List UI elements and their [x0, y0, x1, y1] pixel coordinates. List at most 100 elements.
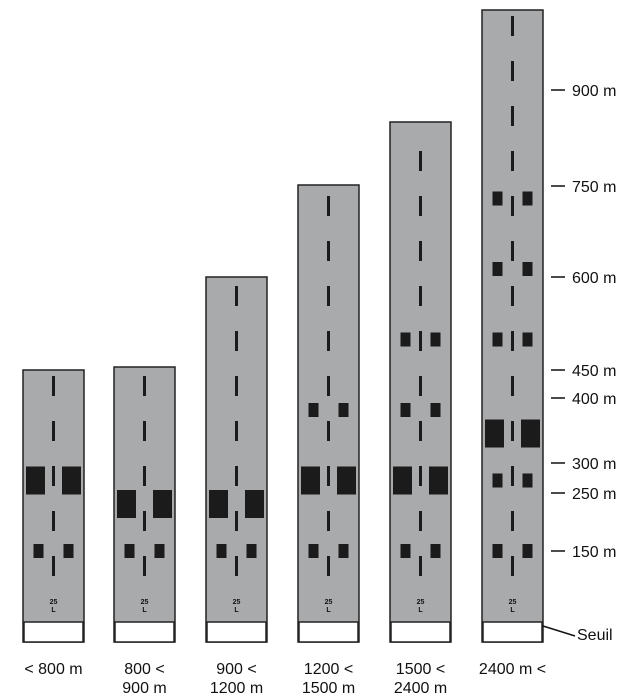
runway-900-1200-centerline-dash — [235, 556, 238, 576]
runway-1500-2400-tdz-left-150 — [400, 544, 411, 558]
runway-1200-1500-tdz-left-450 — [308, 403, 319, 417]
runway-gt-2400-centerline-dash — [511, 466, 514, 486]
runway-1200-1500-centerline-dash — [327, 196, 330, 216]
runway-1200-1500-aiming-point-left — [301, 466, 320, 495]
runway-900-1200-aiming-point-right — [245, 490, 264, 518]
runway-gt-2400-tdz-left-150 — [492, 544, 503, 558]
runway-gt-2400-tdz-left-900 — [492, 191, 503, 206]
runway-1200-1500-category-label: 1500 m — [302, 680, 355, 697]
runway-1500-2400-centerline-dash — [419, 556, 422, 576]
runway-lt-800-tdz-right-150 — [63, 544, 74, 558]
runway-lt-800-tdz-left-150 — [33, 544, 44, 558]
runway-1500-2400-tdz-left-600 — [400, 332, 411, 347]
runway-gt-2400-centerline-dash — [511, 286, 514, 306]
runway-800-900-category-label: 900 m — [122, 680, 166, 697]
runway-lt-800-centerline-dash — [52, 511, 55, 531]
runway-gt-2400-centerline-dash — [511, 106, 514, 126]
threshold-leader-line — [542, 625, 576, 637]
runway-lt-800-centerline-dash — [52, 556, 55, 576]
runway-1200-1500-centerline-dash — [327, 556, 330, 576]
runway-lt-800-designation-letter: L — [51, 607, 56, 614]
runway-gt-2400-category-label: 2400 m < — [479, 661, 546, 678]
runway-gt-2400-tdz-right-750 — [522, 262, 533, 276]
runway-1500-2400-tdz-left-450 — [400, 403, 411, 417]
runway-900-1200-category-label: 1200 m — [210, 680, 263, 697]
runway-1500-2400-centerline-dash — [419, 376, 422, 396]
runway-1200-1500-centerline-dash — [327, 286, 330, 306]
runway-800-900-tdz-left-150 — [124, 544, 135, 558]
distance-label: 750 m — [572, 179, 616, 196]
runway-1500-2400-tdz-right-150 — [430, 544, 441, 558]
runway-1200-1500-centerline-dash — [327, 331, 330, 351]
runway-800-900-centerline-dash — [143, 511, 146, 531]
runway-1500-2400-centerline-dash — [419, 286, 422, 306]
runway-1500-2400-threshold-marking — [390, 621, 451, 643]
runway-gt-2400-centerline-dash — [511, 196, 514, 216]
runway-lt-800-aiming-point-left — [26, 466, 45, 495]
runway-900-1200-centerline-dash — [235, 511, 238, 531]
runway-1200-1500-designation-letter: L — [326, 607, 331, 614]
runway-1200-1500-tdz-right-150 — [338, 544, 349, 558]
runway-900-1200-centerline-dash — [235, 286, 238, 306]
runway-gt-2400-surface — [481, 9, 544, 643]
runway-1500-2400-designation-letter: L — [418, 607, 423, 614]
runway-900-1200-centerline-dash — [235, 376, 238, 396]
runway-1200-1500-centerline-dash — [327, 241, 330, 261]
runway-1500-2400-category-label: 1500 < — [396, 661, 445, 678]
runway-1500-2400-centerline-dash — [419, 196, 422, 216]
runway-1200-1500-centerline-dash — [327, 511, 330, 531]
runway-gt-2400-centerline-dash — [511, 421, 514, 441]
runway-800-900-category-label: 800 < — [124, 661, 164, 678]
runway-800-900-centerline-dash — [143, 556, 146, 576]
runway-1500-2400-tdz-right-450 — [430, 403, 441, 417]
runway-lt-800-centerline-dash — [52, 466, 55, 486]
runway-800-900-centerline-dash — [143, 376, 146, 396]
runway-gt-2400-centerline-dash — [511, 376, 514, 396]
runway-1500-2400-centerline-dash — [419, 421, 422, 441]
runway-gt-2400-designation-number: 25 — [509, 599, 517, 606]
distance-label: 600 m — [572, 270, 616, 287]
runway-gt-2400-tdz-right-900 — [522, 191, 533, 206]
runway-1200-1500-category-label: 1200 < — [304, 661, 353, 678]
runway-gt-2400-centerline-dash — [511, 511, 514, 531]
runway-1200-1500-aiming-point-right — [337, 466, 356, 495]
runway-gt-2400-aiming-point-left — [485, 419, 504, 448]
runway-800-900-designation-letter: L — [142, 607, 147, 614]
runway-1500-2400-centerline-dash — [419, 466, 422, 486]
runway-800-900-tdz-right-150 — [154, 544, 165, 558]
runway-gt-2400-centerline-dash — [511, 556, 514, 576]
runway-1500-2400-category-label: 2400 m — [394, 680, 447, 697]
runway-800-900-threshold-marking — [114, 621, 175, 643]
runway-900-1200-centerline-dash — [235, 466, 238, 486]
runway-lt-800-surface — [22, 369, 85, 643]
runway-1200-1500-designation-number: 25 — [325, 599, 333, 606]
distance-label: 250 m — [572, 486, 616, 503]
runway-gt-2400-designation-letter: L — [510, 607, 515, 614]
runway-gt-2400-aiming-point-right — [521, 419, 540, 448]
runway-1500-2400-designation-number: 25 — [417, 599, 425, 606]
runway-lt-800-aiming-point-right — [62, 466, 81, 495]
runway-lt-800-centerline-dash — [52, 376, 55, 396]
runway-800-900-centerline-dash — [143, 421, 146, 441]
runway-1200-1500-threshold-marking — [298, 621, 359, 643]
runway-1500-2400-tdz-right-600 — [430, 332, 441, 347]
runway-900-1200-threshold-marking — [206, 621, 267, 643]
runway-1500-2400-centerline-dash — [419, 511, 422, 531]
runway-1500-2400-aiming-point-left — [393, 466, 412, 495]
distance-label: 400 m — [572, 391, 616, 408]
runway-1500-2400-aiming-point-right — [429, 466, 448, 495]
runway-gt-2400-threshold-marking — [482, 621, 543, 643]
distance-label: 150 m — [572, 544, 616, 561]
runway-gt-2400-tdz-right-150 — [522, 544, 533, 558]
runway-gt-2400-centerline-dash — [511, 331, 514, 351]
runway-gt-2400-tdz-left-300 — [492, 473, 503, 488]
runway-1500-2400-centerline-dash — [419, 241, 422, 261]
distance-label: 300 m — [572, 456, 616, 473]
runway-lt-800-designation-number: 25 — [50, 599, 58, 606]
runway-gt-2400-tdz-left-600 — [492, 332, 503, 347]
runway-lt-800-category-label: < 800 m — [24, 661, 82, 678]
distance-label: 450 m — [572, 363, 616, 380]
runway-1200-1500-tdz-left-150 — [308, 544, 319, 558]
runway-800-900-aiming-point-left — [117, 490, 136, 518]
